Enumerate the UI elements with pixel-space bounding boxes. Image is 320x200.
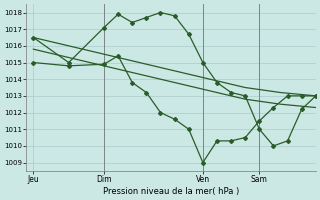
X-axis label: Pression niveau de la mer( hPa ): Pression niveau de la mer( hPa ) [103,187,239,196]
